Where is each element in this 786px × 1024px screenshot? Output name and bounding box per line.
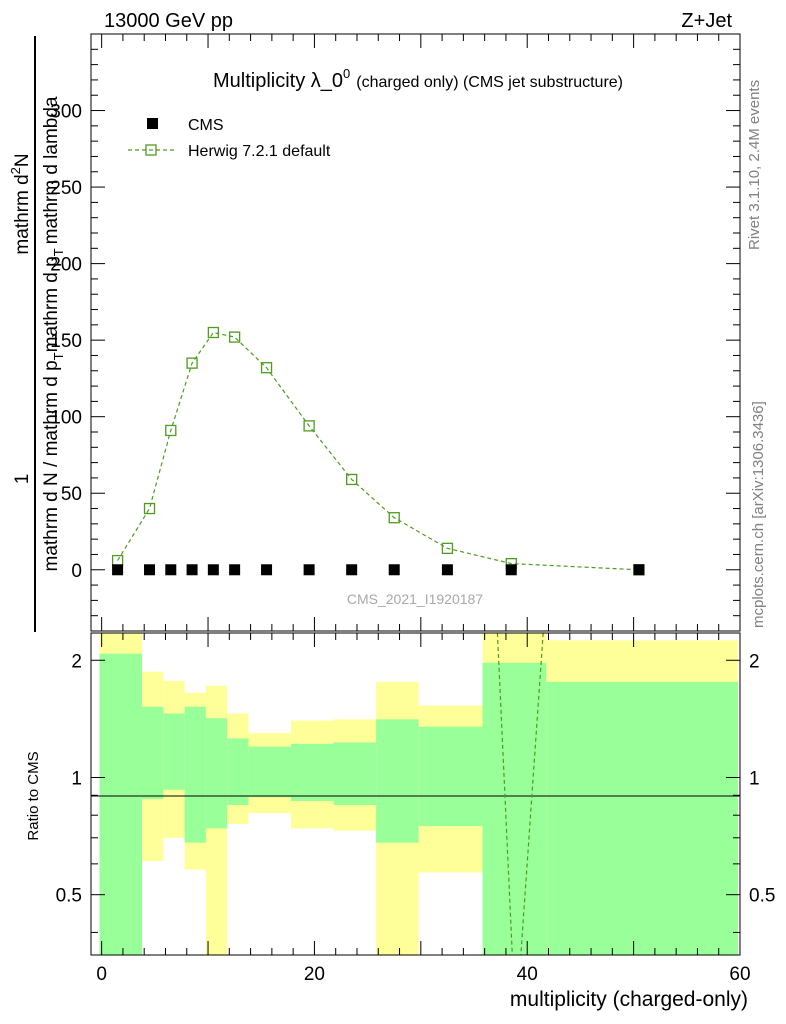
ylabel-part-6: mathrm d bbox=[12, 174, 33, 254]
ratio-uncertainty-bands bbox=[99, 633, 738, 955]
rivet-label: Rivet 3.1.10, 2.4M events bbox=[746, 80, 763, 250]
ratio-ylabel: Ratio to CMS bbox=[25, 751, 42, 840]
herwig-point bbox=[207, 326, 220, 339]
cms-point bbox=[388, 564, 400, 576]
herwig-ratio-line bbox=[520, 632, 544, 956]
ratio-band-1sigma bbox=[184, 706, 206, 843]
ratio-xtick-label: 40 bbox=[517, 964, 538, 985]
ratio-band-1sigma bbox=[546, 681, 738, 955]
herwig-point bbox=[441, 542, 454, 554]
main-title-rest: (charged only) (CMS jet substructure) bbox=[356, 74, 623, 91]
herwig-ratio-lines bbox=[496, 632, 544, 956]
herwig-point bbox=[260, 362, 273, 374]
cms-point bbox=[229, 564, 241, 576]
herwig-point bbox=[165, 424, 177, 437]
main-y-axis: 0 50 100 150 200 250 300 bbox=[50, 48, 740, 617]
legend-herwig-marker bbox=[145, 144, 157, 156]
cms-point bbox=[441, 564, 453, 576]
ratio-y-axis: 0.5 0.5 1 1 2 2 bbox=[56, 651, 775, 933]
cms-point bbox=[186, 564, 198, 576]
ratio-panel-frame bbox=[90, 632, 741, 956]
ylabel-part-5: mathrm d lambda bbox=[41, 96, 62, 244]
herwig-point bbox=[228, 331, 241, 343]
main-title-sup: 0 bbox=[343, 66, 350, 81]
cms-point bbox=[346, 564, 358, 576]
ratio-ytick-label: 2 bbox=[71, 651, 82, 672]
ratio-ytick-label-right: 0.5 bbox=[749, 886, 775, 907]
main-ytick-label: 200 bbox=[50, 255, 82, 276]
herwig-series bbox=[111, 326, 645, 576]
ratio-ytick-label-right: 1 bbox=[749, 768, 760, 789]
herwig-point bbox=[186, 357, 198, 369]
ylabel-part-3: mathrm d p bbox=[41, 256, 62, 352]
ratio-ytick-label: 0.5 bbox=[56, 886, 82, 907]
header-left: 13000 GeV pp bbox=[104, 10, 233, 32]
ylabel-numerator: 1 bbox=[12, 474, 33, 485]
ratio-ytick-label-right: 2 bbox=[749, 651, 760, 672]
main-ytick-label: 0 bbox=[71, 561, 82, 582]
ratio-band-1sigma bbox=[99, 653, 143, 955]
header-right: Z+Jet bbox=[681, 10, 732, 32]
ylabel-upper: mathrm d2N bbox=[8, 153, 33, 254]
herwig-ratio-line bbox=[496, 632, 513, 956]
main-ytick-label: 100 bbox=[50, 408, 82, 429]
mcplots-label: mcplots.cern.ch [arXiv:1306.3436] bbox=[750, 401, 767, 628]
cms-point bbox=[633, 564, 645, 576]
main-ytick-label: 150 bbox=[50, 331, 82, 352]
cms-point bbox=[165, 564, 177, 576]
cms-point bbox=[505, 564, 517, 576]
legend-cms-label: CMS bbox=[188, 117, 224, 134]
herwig-point bbox=[303, 420, 315, 432]
ratio-band-1sigma bbox=[142, 706, 164, 800]
main-x-axis bbox=[101, 34, 741, 631]
ylabel-part-4: T bbox=[51, 248, 66, 256]
main-title: Multiplicity λ_00 (charged only) (CMS jet… bbox=[213, 66, 623, 92]
herwig-point bbox=[388, 512, 400, 524]
main-ytick-label: 250 bbox=[50, 178, 82, 199]
cms-point bbox=[112, 564, 124, 576]
ylabel-part-1: mathrm d N / mathrm d p bbox=[41, 360, 62, 571]
ratio-band-1sigma bbox=[227, 738, 249, 805]
cms-point bbox=[207, 564, 219, 576]
ylabel-denominator: mathrm d N / mathrm d pTmathrm d pTmathr… bbox=[41, 96, 66, 571]
ratio-band-1sigma bbox=[291, 743, 334, 802]
ratio-band-1sigma bbox=[482, 662, 547, 955]
legend-herwig-label: Herwig 7.2.1 default bbox=[188, 143, 331, 160]
ratio-ytick-label: 1 bbox=[71, 768, 82, 789]
ratio-xlabel: multiplicity (charged-only) bbox=[510, 988, 748, 1011]
legend-cms-marker bbox=[147, 118, 158, 129]
ratio-band-1sigma bbox=[333, 742, 377, 805]
ratio-xtick-label: 0 bbox=[96, 964, 107, 985]
herwig-line bbox=[117, 331, 639, 571]
cms-point bbox=[303, 564, 315, 576]
ratio-band-1sigma bbox=[163, 713, 185, 790]
ylabel-part-2: T bbox=[51, 352, 66, 360]
ratio-band-1sigma bbox=[205, 718, 228, 829]
ratio-x-axis: 0 20 40 60 bbox=[96, 633, 751, 985]
ratio-xtick-label: 20 bbox=[304, 964, 325, 985]
herwig-point bbox=[346, 473, 358, 486]
ylabel-part-8: N bbox=[12, 153, 33, 167]
cms-point bbox=[261, 564, 273, 576]
main-ylabel: 1 mathrm d N / mathrm d pTmathrm d pTmat… bbox=[8, 36, 66, 632]
cms-series bbox=[112, 564, 645, 576]
main-ytick-label: 50 bbox=[61, 484, 82, 505]
analysis-watermark: CMS_2021_I1920187 bbox=[347, 591, 483, 607]
main-panel-frame bbox=[90, 33, 741, 632]
cms-point bbox=[144, 564, 156, 576]
main-title-text: Multiplicity λ_0 bbox=[213, 70, 343, 92]
herwig-point bbox=[143, 502, 156, 515]
ratio-band-1sigma bbox=[376, 719, 419, 843]
ratio-band-1sigma bbox=[248, 746, 292, 798]
ylabel-part-7: 2 bbox=[8, 167, 23, 174]
ratio-band-1sigma bbox=[418, 726, 483, 827]
main-ytick-label: 300 bbox=[50, 102, 82, 123]
ratio-xtick-label: 60 bbox=[729, 964, 750, 985]
